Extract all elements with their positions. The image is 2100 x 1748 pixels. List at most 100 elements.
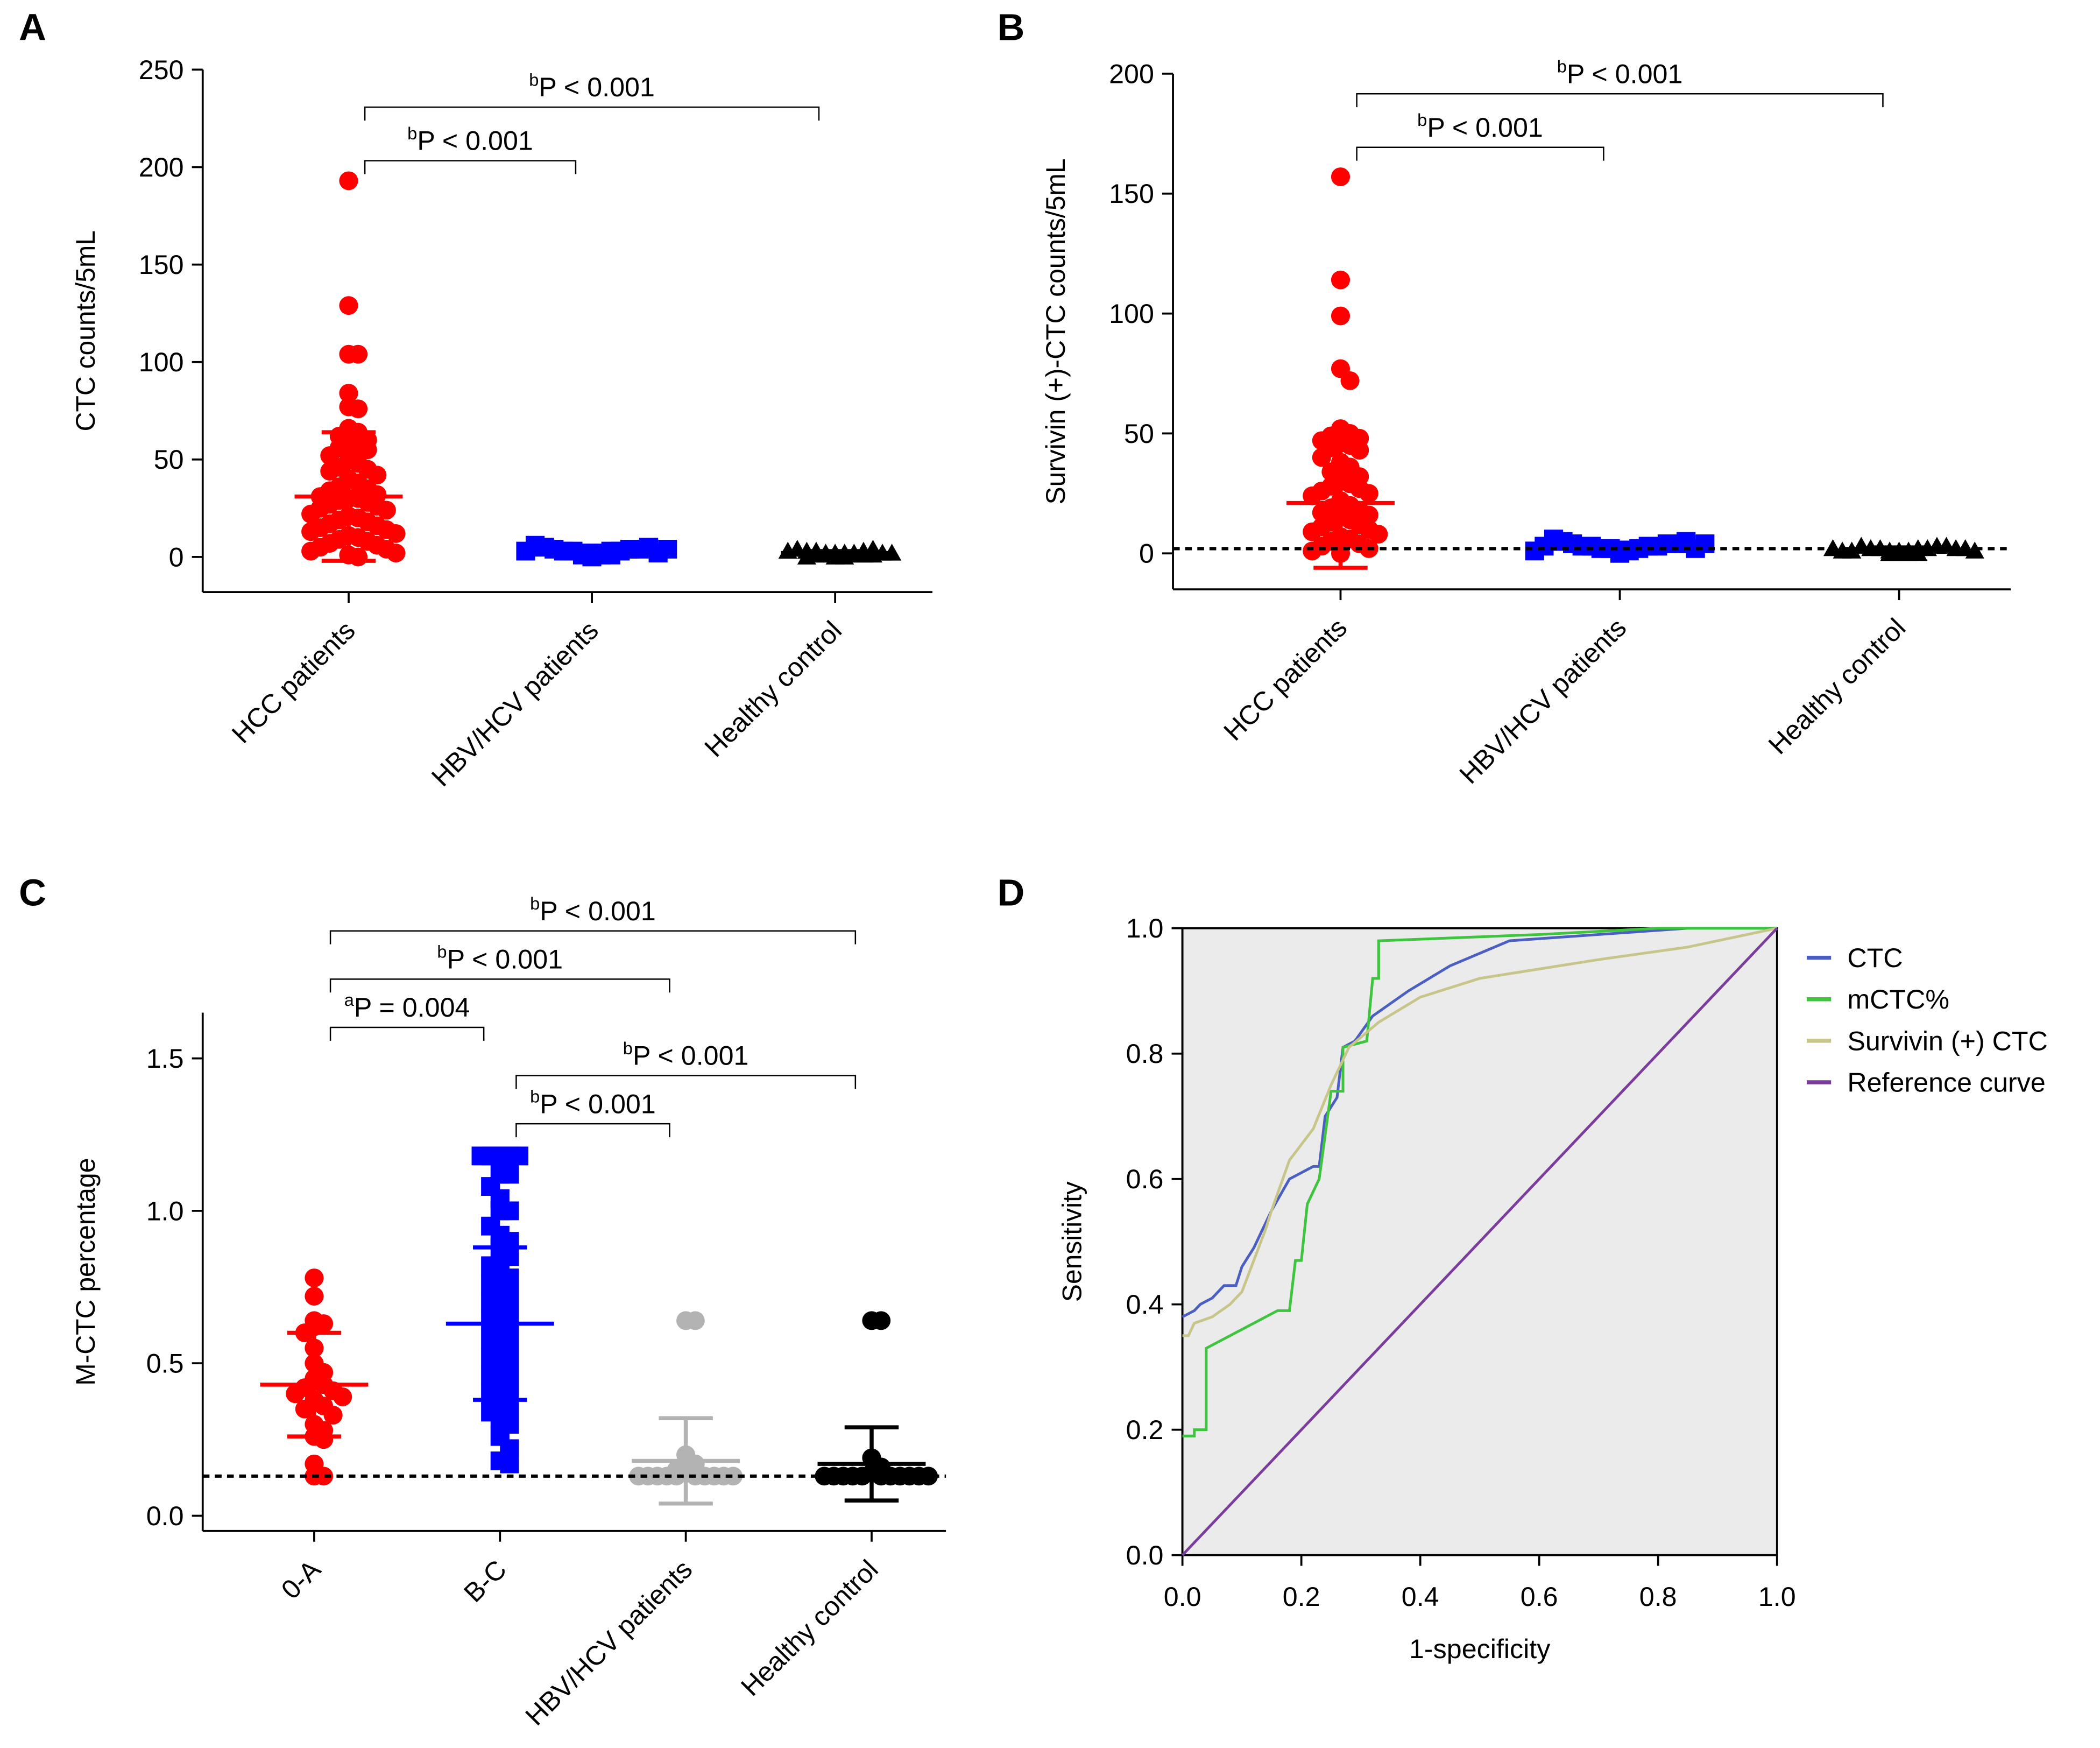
error-bar — [1313, 436, 1368, 570]
x-tick-label: 1.0 — [1758, 1582, 1796, 1612]
circle-marker — [1350, 441, 1369, 460]
circle-marker — [386, 524, 406, 543]
x-tick-label: B-C — [458, 1554, 512, 1608]
x-tick-label: 0.6 — [1521, 1582, 1558, 1612]
square-marker — [500, 1201, 519, 1221]
y-tick-label: 0 — [169, 542, 184, 573]
circle-marker — [320, 462, 340, 481]
y-tick-label: 50 — [154, 445, 184, 475]
y-tick-label: 0 — [1139, 539, 1154, 569]
circle-marker — [305, 1287, 324, 1306]
y-tick-label: 100 — [139, 347, 184, 377]
triangle-marker — [797, 547, 816, 565]
significance-bracket — [329, 978, 670, 993]
y-tick-label: 0.2 — [1126, 1415, 1164, 1445]
significance-text: P < 0.001 — [447, 945, 563, 975]
significance-superscript: b — [529, 70, 539, 89]
x-axis-label: 1-specificity — [1409, 1634, 1550, 1664]
y-tick-label: 200 — [139, 152, 184, 182]
y-tick-label: 150 — [139, 250, 184, 280]
error-bar — [564, 546, 619, 556]
circle-marker — [301, 504, 321, 524]
significance-bracket — [329, 930, 857, 945]
circle-marker — [367, 466, 387, 485]
circle-marker — [386, 544, 406, 563]
circle-marker — [1331, 167, 1350, 186]
y-tick-label: 0.8 — [1126, 1039, 1164, 1069]
legend-label: mCTC% — [1847, 984, 1949, 1014]
y-axis-label: Survivin (+)-CTC counts/5mL — [1041, 158, 1071, 504]
significance-superscript: b — [1557, 57, 1567, 76]
circle-marker — [685, 1311, 705, 1330]
significance-bracket — [364, 106, 820, 121]
significance-label: bP < 0.001 — [530, 894, 656, 926]
square-marker — [1695, 534, 1715, 553]
significance-bracket — [329, 1026, 485, 1041]
significance-text: P = 0.004 — [354, 992, 470, 1023]
error-bar — [844, 1425, 899, 1503]
circle-marker — [348, 399, 368, 419]
circle-marker — [1303, 522, 1322, 541]
significance-superscript: b — [623, 1039, 633, 1058]
legend-label: Survivin (+) CTC — [1847, 1026, 2048, 1056]
circle-marker — [1303, 541, 1322, 561]
triangle-marker — [882, 544, 902, 561]
triangle-marker — [1965, 541, 1984, 559]
y-tick-label: 0.0 — [146, 1501, 184, 1531]
circle-marker — [918, 1467, 938, 1486]
square-marker — [1525, 541, 1544, 561]
circle-marker — [339, 171, 358, 191]
roc-curve — [1181, 927, 1778, 1556]
error-bar — [659, 1416, 713, 1506]
circle-marker — [314, 1430, 334, 1449]
x-tick-label: 0.8 — [1639, 1582, 1677, 1612]
significance-superscript: b — [1417, 110, 1427, 130]
y-tick-label: 200 — [1109, 59, 1154, 89]
circle-marker — [1312, 448, 1331, 467]
significance-bracket — [515, 1075, 857, 1089]
significance-bracket — [364, 160, 577, 174]
y-axis-label: CTC counts/5mL — [70, 230, 101, 431]
x-tick-label: HCC patients — [226, 615, 361, 749]
y-tick-label: 1.0 — [1126, 913, 1164, 943]
y-axis-label: M-CTC percentage — [70, 1158, 101, 1386]
y-tick-label: 0.4 — [1126, 1289, 1164, 1320]
square-marker — [509, 1146, 529, 1166]
square-marker — [500, 1165, 519, 1184]
x-tick-label: HBV/HCV patients — [426, 615, 604, 792]
circle-marker — [1331, 270, 1350, 290]
square-marker — [471, 1146, 491, 1166]
circle-marker — [314, 1314, 334, 1333]
circle-marker — [348, 344, 368, 364]
y-tick-label: 0.6 — [1126, 1164, 1164, 1194]
x-tick-label: HBV/HCV patients — [520, 1554, 698, 1731]
y-tick-label: 100 — [1109, 299, 1154, 329]
circle-marker — [1340, 371, 1360, 390]
significance-bracket — [515, 1123, 670, 1138]
circle-marker — [286, 1384, 305, 1404]
x-tick-label: 0-A — [275, 1554, 327, 1605]
panel-label: B — [998, 6, 1025, 48]
x-tick-label: Healthy control — [698, 615, 847, 763]
circle-marker — [348, 547, 368, 567]
circle-marker — [1359, 484, 1378, 503]
error-bar — [321, 430, 376, 563]
error-bar — [473, 1245, 527, 1402]
square-marker — [516, 541, 535, 561]
circle-marker — [339, 384, 358, 403]
roc-curve — [1182, 927, 1778, 1337]
significance-label: bP < 0.001 — [437, 942, 563, 975]
circle-marker — [629, 1467, 648, 1486]
x-tick-label: Healthy control — [735, 1554, 884, 1702]
y-tick-label: 1.0 — [146, 1196, 184, 1227]
circle-marker — [1303, 486, 1322, 505]
circle-marker — [305, 1268, 324, 1287]
significance-bracket — [1356, 146, 1604, 161]
roc-curve — [1182, 927, 1777, 1319]
significance-superscript: b — [530, 894, 540, 913]
y-tick-label: 1.5 — [146, 1044, 184, 1074]
significance-bracket — [1356, 93, 1884, 108]
y-tick-label: 250 — [139, 55, 184, 85]
square-marker — [658, 539, 677, 559]
x-tick-label: Healthy control — [1763, 612, 1912, 760]
